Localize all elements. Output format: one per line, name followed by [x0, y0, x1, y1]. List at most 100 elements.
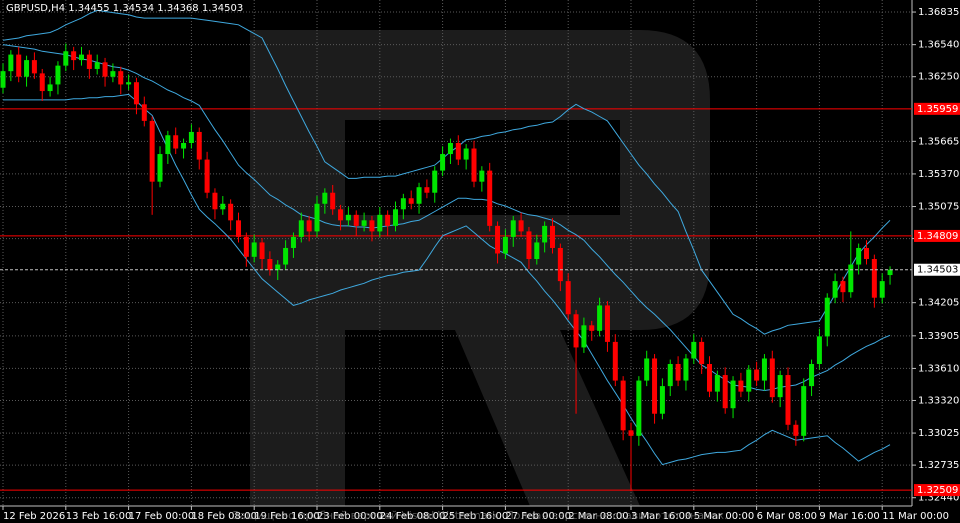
- y-tick-label: 1.33905: [918, 331, 959, 342]
- watermark: Защищено пробной версией Visual Watermar…: [233, 509, 728, 522]
- candle-body: [290, 236, 296, 248]
- candle-body: [94, 62, 100, 69]
- candle-body: [306, 220, 312, 232]
- candle-body: [385, 214, 391, 226]
- candle-body: [495, 225, 501, 254]
- candle-body: [604, 305, 610, 342]
- candle-body: [228, 203, 234, 221]
- candle-body: [220, 203, 226, 210]
- x-tick-label: 19 Feb 16:00: [254, 511, 320, 522]
- candle-body: [361, 220, 367, 226]
- candle-body: [699, 341, 705, 365]
- candle-body: [746, 369, 752, 392]
- candle-body: [526, 231, 532, 260]
- x-tick-label: 18 Feb 08:00: [191, 511, 257, 522]
- price-label: 1.34503: [917, 265, 958, 276]
- candle-body: [275, 264, 281, 271]
- candle-body: [510, 220, 516, 237]
- x-tick-label: 3 Mar 16:00: [631, 511, 691, 522]
- candle-body: [393, 209, 398, 226]
- y-tick-label: 1.36835: [918, 7, 959, 18]
- candle-body: [793, 424, 799, 436]
- candle-body: [738, 380, 744, 392]
- candle-body: [824, 297, 830, 337]
- candle-body: [769, 358, 775, 398]
- candle-body: [542, 225, 548, 243]
- candle-body: [298, 220, 304, 237]
- candle-body: [463, 148, 469, 160]
- candle-body: [573, 314, 579, 348]
- y-tick-label: 1.34205: [918, 298, 959, 309]
- candle-body: [408, 198, 414, 204]
- candle-body: [0, 71, 6, 88]
- candle-body: [518, 220, 524, 232]
- x-tick-label: 12 Feb 2026: [3, 511, 65, 522]
- candle-body: [887, 269, 893, 276]
- candle-body: [691, 341, 697, 359]
- candle-body: [777, 375, 783, 398]
- candle-body: [188, 131, 194, 143]
- candle-body: [565, 281, 571, 315]
- candle-body: [416, 187, 422, 204]
- candle-body: [581, 325, 587, 348]
- candle-body: [330, 192, 336, 210]
- candle-body: [667, 364, 673, 387]
- candle-body: [71, 51, 77, 61]
- candle-body: [79, 54, 84, 61]
- level-label-box: [914, 484, 960, 497]
- y-tick-label: 1.32440: [918, 493, 959, 504]
- candle-body: [809, 364, 815, 387]
- candle-body: [322, 192, 328, 204]
- candle-body: [369, 220, 375, 232]
- logo: [250, 30, 710, 506]
- candle-body: [39, 73, 45, 92]
- x-tick-label: 24 Feb 08:00: [380, 511, 446, 522]
- candle-body: [644, 358, 650, 381]
- y-tick-label: 1.33320: [918, 395, 959, 406]
- candle-body: [675, 364, 681, 381]
- candle-body: [345, 214, 351, 221]
- level-label: 1.34809: [917, 231, 958, 242]
- y-tick-label: 1.35370: [918, 169, 959, 180]
- level-label-box: [914, 102, 960, 115]
- candle-body: [628, 430, 634, 436]
- y-tick-label: 1.36250: [918, 72, 959, 83]
- candle-body: [832, 281, 838, 298]
- candle-body: [683, 358, 689, 381]
- candle-body: [785, 375, 791, 425]
- candle-body: [447, 142, 453, 155]
- candle-body: [840, 281, 846, 293]
- candle-body: [149, 120, 155, 182]
- candle-body: [424, 187, 430, 193]
- y-tick-label: 1.35665: [918, 136, 959, 147]
- candle-body: [283, 247, 289, 265]
- candle-body: [181, 142, 187, 149]
- candle-body: [707, 364, 712, 392]
- candle-body: [848, 264, 854, 293]
- candle-body: [259, 242, 265, 260]
- candle-body: [118, 71, 124, 85]
- y-tick-label: 1.33610: [918, 363, 959, 374]
- candle-body: [722, 375, 728, 409]
- level-label: 1.32509: [917, 485, 958, 496]
- candle-body: [24, 60, 30, 77]
- candle-body: [479, 170, 485, 182]
- candle-body: [243, 236, 249, 257]
- x-tick-label: 17 Feb 00:00: [129, 511, 195, 522]
- candle-body: [856, 247, 862, 265]
- candle-body: [377, 214, 383, 232]
- candle-body: [165, 135, 171, 155]
- candle-body: [754, 369, 760, 381]
- candle-body: [471, 148, 477, 182]
- candle-body: [636, 380, 642, 436]
- candle-body: [502, 236, 508, 254]
- candle-body: [871, 259, 877, 298]
- candle-body: [620, 380, 626, 431]
- x-tick-label: 27 Feb 00:00: [505, 511, 571, 522]
- x-tick-label: 2 Mar 08:00: [568, 511, 628, 522]
- y-tick-label: 1.36540: [918, 40, 959, 51]
- candle-body: [126, 82, 132, 85]
- candle-body: [110, 71, 116, 77]
- candle-body: [133, 82, 139, 105]
